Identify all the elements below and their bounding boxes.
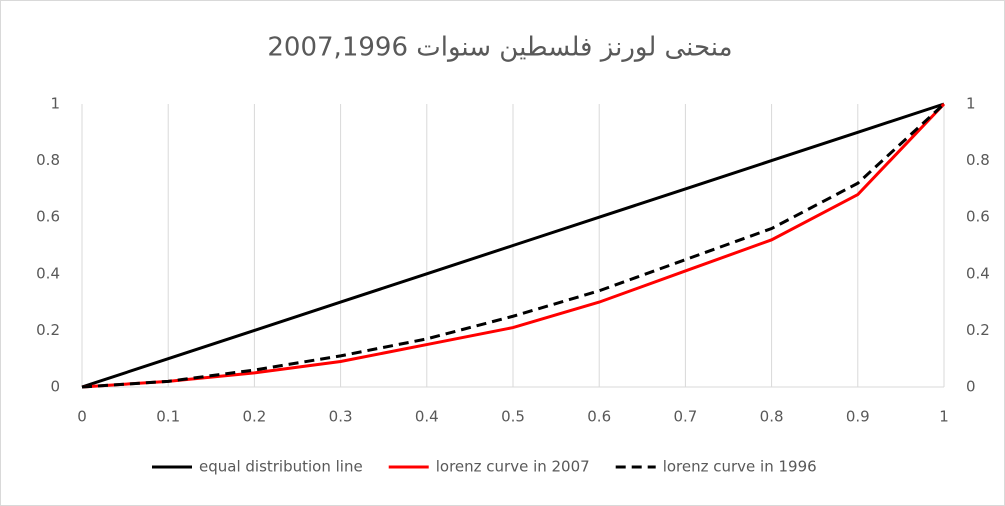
- y-tick-label: 0.6: [36, 208, 60, 226]
- x-tick-label: 0: [77, 408, 87, 426]
- y-tick-label: 0.4: [36, 264, 60, 282]
- legend-label: lorenz curve in 2007: [436, 458, 590, 476]
- y2-tick-label: 0.6: [966, 208, 990, 226]
- y-tick-label: 0.2: [36, 321, 60, 339]
- x-tick-label: 0.2: [242, 408, 266, 426]
- x-tick-label: 0.4: [415, 408, 439, 426]
- legend-label: equal distribution line: [199, 458, 363, 476]
- y2-tick-label: 0: [966, 378, 976, 396]
- y-tick-label: 1: [50, 95, 60, 113]
- y2-tick-label: 0.4: [966, 264, 990, 282]
- x-tick-label: 0.3: [329, 408, 353, 426]
- series-line: [81, 102, 946, 389]
- x-tick-label: 0.8: [760, 408, 784, 426]
- y2-tick-label: 0.8: [966, 151, 990, 169]
- y2-tick-label: 0.2: [966, 321, 990, 339]
- x-tick-label: 0.1: [156, 408, 180, 426]
- x-tick-label: 0.6: [587, 408, 611, 426]
- y2-tick-label: 1: [966, 95, 976, 113]
- x-tick-label: 0.5: [501, 408, 525, 426]
- series-line: [81, 102, 946, 389]
- legend-label: lorenz curve in 1996: [663, 458, 817, 476]
- chart-title: منحنى لورنز فلسطين سنوات 2007,1996: [267, 33, 732, 63]
- x-tick-label: 0.9: [846, 408, 870, 426]
- y-tick-label: 0.8: [36, 151, 60, 169]
- series-line: [81, 102, 945, 389]
- x-tick-label: 0.7: [673, 408, 697, 426]
- y-tick-label: 0: [50, 378, 60, 396]
- x-tick-label: 1: [939, 408, 949, 426]
